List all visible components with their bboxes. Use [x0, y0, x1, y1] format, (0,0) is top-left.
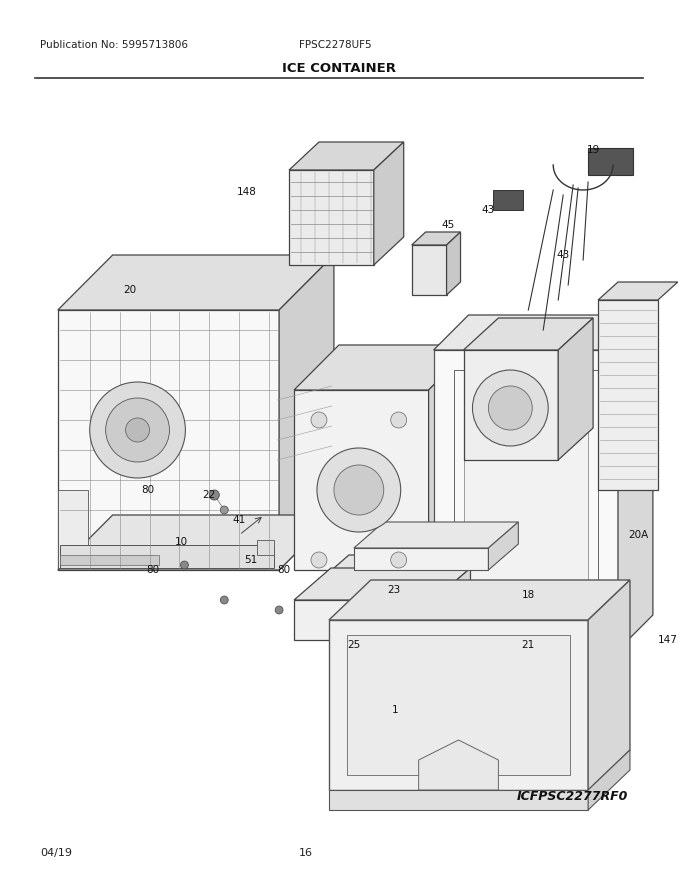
Polygon shape: [419, 740, 498, 790]
Polygon shape: [294, 568, 471, 600]
Polygon shape: [329, 620, 588, 790]
Circle shape: [220, 596, 228, 604]
Text: Publication No: 5995713806: Publication No: 5995713806: [40, 40, 188, 50]
Polygon shape: [289, 142, 404, 170]
Polygon shape: [309, 555, 488, 590]
Text: 45: 45: [442, 220, 455, 230]
Text: 1: 1: [392, 705, 398, 715]
Polygon shape: [329, 790, 588, 810]
Text: 80: 80: [277, 565, 290, 575]
Polygon shape: [339, 595, 419, 628]
Circle shape: [488, 386, 532, 430]
Text: 51: 51: [245, 555, 258, 565]
Text: 20A: 20A: [628, 530, 648, 540]
Circle shape: [391, 552, 407, 568]
Text: 148: 148: [237, 187, 257, 197]
Circle shape: [311, 412, 327, 428]
Polygon shape: [60, 555, 160, 565]
Polygon shape: [588, 580, 630, 790]
Circle shape: [220, 506, 228, 514]
Polygon shape: [257, 540, 274, 555]
Text: 43: 43: [556, 250, 570, 260]
Circle shape: [391, 412, 407, 428]
Polygon shape: [354, 548, 488, 570]
Circle shape: [90, 382, 186, 478]
Text: 80: 80: [141, 485, 154, 495]
Polygon shape: [411, 232, 460, 245]
Text: 25: 25: [347, 640, 360, 650]
Polygon shape: [464, 382, 588, 618]
Circle shape: [180, 561, 188, 569]
Text: 04/19: 04/19: [40, 848, 72, 858]
Circle shape: [334, 465, 384, 515]
Polygon shape: [558, 318, 593, 460]
Text: 43: 43: [482, 205, 495, 215]
Text: 19: 19: [586, 145, 600, 155]
Polygon shape: [279, 255, 334, 570]
Text: ICFPSC2277RF0: ICFPSC2277RF0: [517, 790, 628, 803]
Polygon shape: [289, 170, 374, 265]
Polygon shape: [464, 350, 558, 460]
Polygon shape: [434, 315, 653, 350]
Polygon shape: [329, 580, 630, 620]
Polygon shape: [354, 522, 518, 548]
Polygon shape: [447, 232, 460, 295]
Polygon shape: [60, 545, 274, 568]
Text: 147: 147: [658, 635, 678, 645]
Text: 10: 10: [175, 537, 188, 547]
Text: 22: 22: [203, 490, 216, 500]
Polygon shape: [428, 345, 473, 570]
Polygon shape: [294, 600, 434, 640]
Text: 41: 41: [233, 515, 246, 525]
Circle shape: [317, 448, 401, 532]
Polygon shape: [294, 390, 428, 570]
Polygon shape: [598, 300, 658, 490]
Polygon shape: [58, 310, 279, 570]
Circle shape: [473, 370, 548, 446]
Circle shape: [105, 398, 169, 462]
Text: 20: 20: [123, 285, 136, 295]
Text: 21: 21: [522, 640, 535, 650]
Polygon shape: [434, 568, 471, 640]
Polygon shape: [58, 515, 334, 570]
Polygon shape: [58, 255, 334, 310]
Circle shape: [275, 606, 283, 614]
Text: 18: 18: [522, 590, 535, 600]
Text: FPSC2278UF5: FPSC2278UF5: [299, 40, 372, 50]
Polygon shape: [411, 245, 447, 295]
Polygon shape: [434, 350, 618, 650]
Polygon shape: [488, 522, 518, 570]
Text: 80: 80: [146, 565, 159, 575]
Polygon shape: [588, 148, 633, 175]
Circle shape: [311, 552, 327, 568]
Polygon shape: [464, 318, 593, 350]
Circle shape: [126, 418, 150, 442]
Text: 16: 16: [299, 848, 313, 858]
Polygon shape: [618, 315, 653, 650]
Circle shape: [209, 490, 219, 500]
Polygon shape: [347, 635, 570, 775]
Text: 23: 23: [387, 585, 401, 595]
Polygon shape: [588, 750, 630, 810]
Text: ICE CONTAINER: ICE CONTAINER: [282, 62, 396, 75]
Polygon shape: [58, 490, 88, 568]
Polygon shape: [309, 590, 449, 630]
Polygon shape: [449, 555, 488, 630]
Polygon shape: [374, 142, 404, 265]
Polygon shape: [494, 190, 524, 210]
Polygon shape: [598, 282, 678, 300]
Polygon shape: [294, 345, 473, 390]
